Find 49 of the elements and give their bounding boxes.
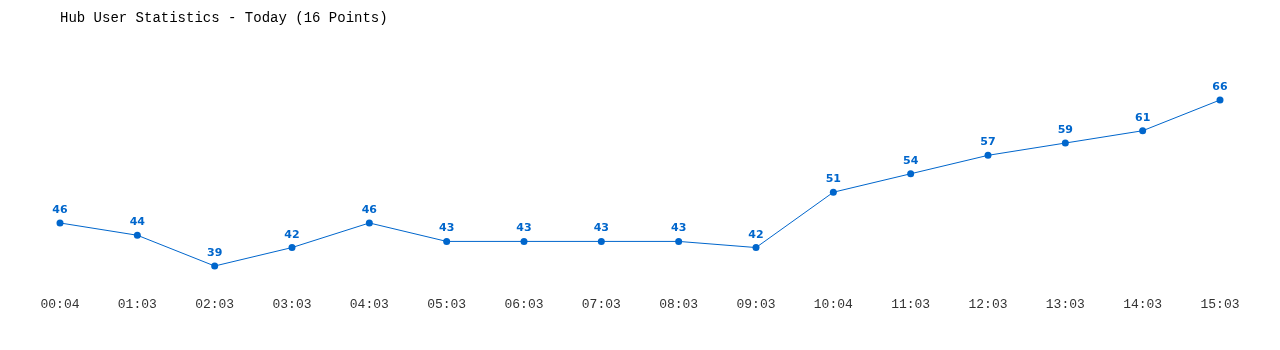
data-label: 51 (825, 172, 841, 186)
point (1216, 96, 1224, 104)
data-label: 42 (284, 227, 300, 241)
point (1139, 127, 1147, 135)
x-tick-label: 13:03 (1045, 297, 1085, 312)
data-label: 66 (1212, 80, 1228, 93)
point (675, 237, 683, 245)
data-label: 46 (361, 202, 378, 216)
point (752, 244, 760, 252)
data-label: 43 (439, 221, 455, 235)
x-tick-label: 08:03 (659, 297, 699, 312)
data-label: 43 (671, 221, 687, 235)
x-tick-label: 09:03 (736, 297, 776, 312)
x-tick-label: 00:04 (40, 297, 80, 312)
x-tick-label: 06:03 (504, 297, 544, 312)
point (365, 219, 373, 227)
data-label: 43 (516, 221, 532, 235)
x-tick-label: 05:03 (427, 297, 467, 312)
x-tick-label: 11:03 (891, 297, 931, 312)
data-label: 43 (593, 221, 609, 235)
x-tick-label: 14:03 (1123, 297, 1163, 312)
point (597, 237, 605, 245)
point (907, 170, 915, 178)
data-label: 57 (980, 135, 996, 149)
data-label: 42 (748, 227, 764, 241)
x-tick-label: 02:03 (195, 297, 235, 312)
point (443, 237, 451, 245)
point (520, 237, 528, 245)
x-tick-label: 01:03 (117, 297, 157, 312)
x-tick-label: 15:03 (1200, 297, 1240, 312)
data-label: 59 (1057, 123, 1073, 137)
point (1061, 139, 1069, 147)
point (829, 188, 837, 196)
data-label: 61 (1135, 110, 1151, 124)
point (133, 231, 141, 239)
x-tick-label: 07:03 (581, 297, 621, 312)
x-tick-label: 03:03 (272, 297, 312, 312)
data-label: 46 (52, 202, 68, 216)
x-tick-label: 04:03 (349, 297, 389, 312)
point (984, 151, 992, 159)
data-label: 44 (129, 215, 146, 229)
x-tick-label: 10:04 (813, 297, 854, 312)
point (56, 219, 64, 227)
x-tick-label: 12:03 (968, 297, 1008, 312)
point (211, 262, 219, 270)
chart-title: Hub User Statistics - Today (16 Points) (60, 10, 388, 26)
point (288, 244, 296, 252)
data-label: 54 (903, 153, 919, 167)
data-label: 39 (207, 246, 223, 259)
